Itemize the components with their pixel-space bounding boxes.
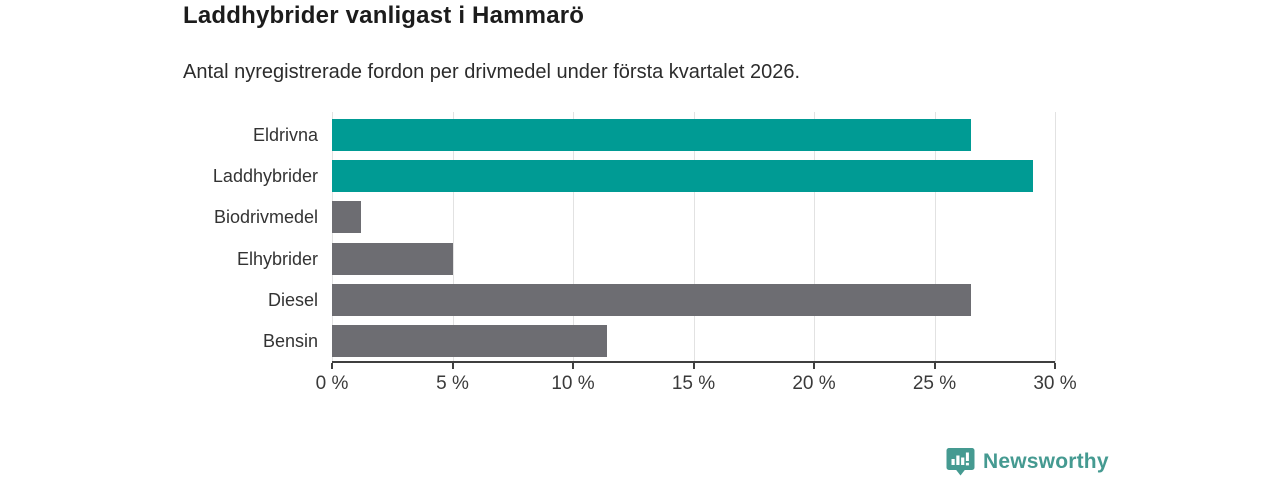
category-label: Laddhybrider [212, 166, 318, 187]
chart-title: Laddhybrider vanligast i Hammarö [183, 2, 585, 29]
x-axis-tick-label: 15 % [671, 373, 716, 394]
x-axis-tick [1054, 363, 1056, 369]
gridline-25 [934, 112, 936, 363]
gridline-0 [332, 112, 333, 363]
bar-row: Biodrivmedel [214, 201, 1055, 234]
x-axis-tick [692, 363, 695, 369]
gridline-20 [814, 112, 815, 363]
x-axis-line [332, 361, 1055, 363]
x-axis-tick [451, 363, 454, 369]
bar-laddhybrider [332, 160, 1034, 193]
bar-row: Eldrivna [253, 119, 1055, 151]
x-axis-tick-label: 10 % [551, 373, 595, 394]
chart-subtitle: Antal nyregistrerade fordon per drivmede… [183, 61, 801, 83]
bar-row: Diesel [268, 283, 1055, 316]
x-axis-tick [933, 363, 936, 369]
bar-row: Bensin [263, 325, 1055, 357]
newsworthy-bar-chart-badge-icon [946, 448, 975, 476]
x-axis-tick [331, 363, 333, 369]
bar-row: Laddhybrider [213, 160, 1055, 193]
bar-diesel [332, 283, 971, 316]
x-axis-tick [813, 363, 815, 369]
brand-name: Newsworthy [983, 450, 1109, 473]
x-axis-tick-label: 0 % [315, 373, 349, 394]
category-label: Diesel [267, 289, 318, 310]
bar-chart-plot-area: Eldrivna Laddhybrider Biodrivmedel Elhybrid… [213, 112, 1077, 394]
bar-eldrivna [332, 119, 971, 151]
x-axis-tick-label: 5 % [436, 373, 469, 394]
category-label: Bensin [262, 331, 318, 351]
gridline-5 [452, 112, 454, 363]
x-axis-tick-label: 20 % [792, 373, 836, 394]
category-label: Eldrivna [252, 125, 318, 145]
bar-elhybrider [332, 242, 453, 275]
gridline-15 [693, 112, 695, 363]
bar-biodrivmedel [332, 201, 361, 234]
category-label: Biodrivmedel [213, 207, 318, 228]
x-axis-tick-label: 30 % [1033, 373, 1077, 394]
bar-row: Elhybrider [237, 242, 1055, 275]
category-label: Elhybrider [236, 248, 318, 269]
bar-bensin [332, 325, 607, 357]
x-axis-tick [572, 363, 574, 369]
gridline-10 [573, 112, 574, 363]
gridline-30 [1055, 112, 1056, 363]
newsworthy-logo: Newsworthy [946, 447, 1109, 477]
x-axis-tick-label: 25 % [912, 373, 957, 394]
